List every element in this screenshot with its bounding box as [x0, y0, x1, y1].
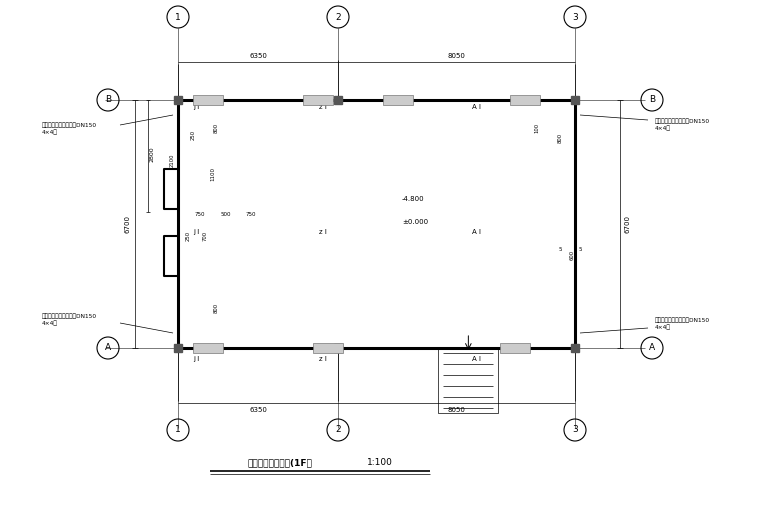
Bar	[439, 348, 499, 413]
Text: 5: 5	[559, 246, 562, 252]
Text: 250: 250	[185, 231, 191, 241]
Text: j l: j l	[193, 229, 199, 235]
Text: z l: z l	[319, 104, 327, 110]
Text: 5: 5	[578, 246, 581, 252]
Text: 3: 3	[572, 425, 578, 434]
Text: 电缆沟型钢穿管桥架管DN150
4×4根: 电缆沟型钢穿管桥架管DN150 4×4根	[655, 317, 710, 330]
Text: B: B	[105, 96, 111, 104]
Text: 6700: 6700	[625, 215, 631, 233]
Bar	[180, 130, 265, 217]
Text: 2: 2	[335, 425, 340, 434]
Bar	[180, 221, 240, 318]
Bar	[186, 110, 567, 128]
Text: 6700: 6700	[124, 215, 130, 233]
Text: 1:100: 1:100	[367, 458, 393, 467]
Bar	[571, 344, 579, 352]
Bar	[174, 96, 182, 104]
Bar	[571, 96, 579, 104]
Text: 500: 500	[220, 211, 231, 217]
Text: 电缆沟型钢穿管桥架管DN150
4×4根: 电缆沟型钢穿管桥架管DN150 4×4根	[42, 122, 97, 135]
Text: z l: z l	[319, 356, 327, 362]
Bar	[334, 344, 342, 352]
Text: 1100: 1100	[210, 167, 215, 181]
Bar	[178, 100, 575, 348]
Text: j l: j l	[193, 104, 199, 110]
Text: A l: A l	[472, 229, 481, 235]
Bar	[303, 95, 333, 105]
Text: B: B	[649, 96, 655, 104]
Text: 3: 3	[572, 13, 578, 21]
Bar	[186, 320, 567, 338]
Text: 100: 100	[534, 123, 540, 133]
Text: 1: 1	[175, 425, 181, 434]
Text: j l: j l	[193, 356, 199, 362]
Text: 变电所平面布置图(1F）: 变电所平面布置图(1F）	[248, 458, 312, 467]
Bar	[193, 95, 223, 105]
Text: z l: z l	[319, 229, 327, 235]
Text: A: A	[105, 343, 111, 352]
Bar	[500, 343, 530, 353]
Text: 6350: 6350	[249, 53, 267, 59]
Text: A l: A l	[472, 104, 481, 110]
Bar	[313, 343, 343, 353]
Text: 2100: 2100	[169, 153, 175, 167]
Text: 电缆沟型钢穿管桥架管DN150
4×4根: 电缆沟型钢穿管桥架管DN150 4×4根	[42, 313, 97, 326]
Bar	[383, 95, 413, 105]
Text: 2800: 2800	[150, 147, 155, 162]
Bar	[334, 96, 342, 104]
Text: 2: 2	[335, 13, 340, 21]
Bar	[510, 95, 540, 105]
Text: 800: 800	[558, 133, 562, 143]
Text: ±0.000: ±0.000	[402, 219, 428, 225]
Text: 750: 750	[195, 211, 205, 217]
Text: 800: 800	[214, 303, 219, 313]
Text: A l: A l	[472, 356, 481, 362]
Text: 8050: 8050	[448, 53, 465, 59]
Text: 6350: 6350	[249, 407, 267, 413]
Text: 800: 800	[214, 123, 219, 133]
Bar	[267, 132, 565, 177]
Text: 750: 750	[245, 211, 256, 217]
Text: 1: 1	[175, 13, 181, 21]
Text: 250: 250	[191, 130, 195, 140]
Bar	[193, 343, 223, 353]
Text: 8050: 8050	[448, 407, 465, 413]
Text: 电缆沟型钢穿管桥架管DN150
4×4根: 电缆沟型钢穿管桥架管DN150 4×4根	[655, 118, 710, 131]
Text: -4.800: -4.800	[402, 196, 425, 202]
Text: A: A	[649, 343, 655, 352]
Text: 600: 600	[569, 250, 575, 259]
Bar	[174, 344, 182, 352]
Text: 700: 700	[202, 231, 207, 241]
Bar	[245, 223, 564, 286]
